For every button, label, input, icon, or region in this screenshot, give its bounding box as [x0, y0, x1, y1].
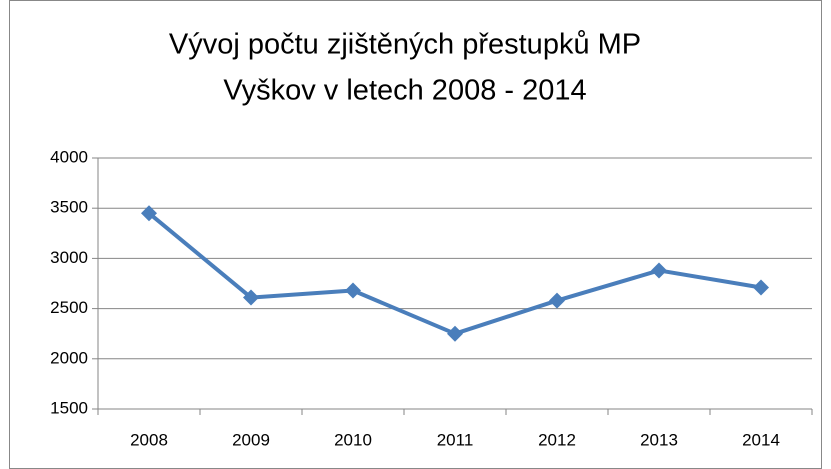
chart-border	[9, 0, 822, 469]
y-tick-label: 2500	[50, 298, 88, 317]
x-tick-label: 2013	[640, 430, 678, 449]
chart-title: Vývoj počtu zjištěných přestupků MP	[169, 29, 641, 61]
x-tick-label: 2012	[538, 430, 576, 449]
marker	[549, 292, 565, 309]
x-tick-label: 2009	[232, 430, 270, 449]
y-tick-label: 4000	[50, 147, 88, 166]
marker	[753, 279, 769, 296]
marker	[651, 262, 667, 279]
x-tick-label: 2008	[130, 430, 168, 449]
x-tick-label: 2014	[742, 430, 780, 449]
y-tick-label: 1500	[50, 398, 88, 417]
marker	[141, 205, 157, 222]
marker	[447, 325, 463, 342]
x-tick-label: 2010	[334, 430, 372, 449]
marker	[243, 289, 259, 306]
x-tick-label: 2011	[437, 430, 474, 449]
chart-title: Vyškov v letech 2008 - 2014	[223, 75, 586, 107]
y-tick-label: 3500	[50, 198, 88, 217]
y-tick-label: 2000	[50, 348, 88, 367]
y-tick-label: 3000	[50, 248, 88, 267]
marker	[345, 282, 361, 299]
